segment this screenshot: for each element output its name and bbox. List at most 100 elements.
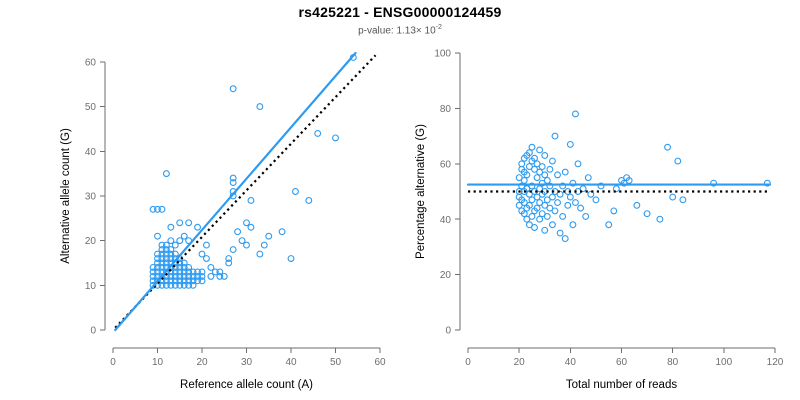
data-point	[203, 255, 210, 262]
data-point	[176, 264, 184, 271]
y-tick-label: 100	[434, 49, 451, 60]
data-point	[533, 160, 541, 168]
data-point	[710, 179, 718, 187]
data-point	[171, 250, 179, 258]
data-point	[518, 160, 526, 168]
data-point	[620, 179, 628, 187]
y-tick-label: 20	[85, 236, 97, 247]
data-point	[167, 281, 175, 289]
x-tick-label: 50	[330, 357, 342, 368]
data-point	[556, 229, 564, 237]
data-point	[543, 196, 551, 204]
data-point	[149, 264, 157, 271]
data-point	[566, 193, 574, 201]
data-point	[158, 255, 166, 262]
data-point	[229, 174, 237, 182]
data-point	[577, 204, 585, 212]
data-point	[162, 281, 170, 289]
data-point	[154, 277, 161, 285]
pvalue-text: p-value: 1.13× 10	[358, 25, 436, 37]
data-point	[528, 212, 536, 220]
data-point	[185, 277, 193, 285]
data-point	[533, 193, 541, 201]
data-point	[556, 190, 564, 198]
data-point	[314, 129, 322, 137]
data-point	[520, 199, 528, 207]
data-point	[149, 277, 157, 285]
data-point	[238, 237, 246, 245]
data-point	[625, 176, 633, 184]
data-point	[158, 250, 166, 258]
pvalue-exponent: -2	[435, 24, 442, 31]
data-point	[554, 171, 561, 179]
data-point	[546, 182, 554, 190]
x-tick-label: 120	[767, 357, 784, 368]
data-point	[572, 199, 579, 207]
data-point	[162, 255, 170, 262]
data-point	[674, 157, 682, 165]
data-point	[162, 241, 170, 249]
data-point	[185, 272, 193, 280]
y-tick-label: 40	[440, 215, 452, 226]
data-point	[528, 143, 536, 151]
pvalue-subtitle: p-value: 1.13× 10-2	[0, 24, 800, 36]
data-point	[225, 259, 233, 267]
data-point	[158, 264, 166, 271]
x-tick-label: 40	[285, 357, 297, 368]
data-point	[664, 143, 671, 151]
data-point	[584, 174, 592, 182]
data-point	[523, 171, 531, 179]
data-point	[546, 204, 554, 212]
y-axis-title: Alternative allele count (G)	[60, 128, 72, 264]
data-point	[167, 250, 175, 258]
x-axis-title: Reference allele count (A)	[180, 379, 313, 391]
data-point	[587, 190, 595, 198]
data-point	[287, 255, 295, 262]
data-point	[559, 182, 567, 190]
data-point	[551, 207, 559, 215]
data-point	[216, 272, 224, 280]
data-point	[158, 259, 166, 267]
data-point	[525, 190, 533, 198]
data-point	[194, 268, 202, 276]
data-point	[207, 264, 215, 271]
data-point	[612, 185, 620, 193]
data-point	[605, 221, 613, 229]
data-point	[569, 179, 577, 187]
y-tick-label: 60	[440, 159, 452, 170]
data-point	[171, 272, 179, 280]
data-point	[305, 196, 313, 204]
data-point	[171, 241, 179, 249]
data-point	[643, 210, 651, 218]
data-point	[185, 219, 193, 227]
data-point	[531, 165, 538, 173]
y-tick-label: 20	[440, 270, 452, 281]
y-axis-title: Percentage alternative (G)	[415, 124, 427, 259]
data-point	[523, 185, 531, 193]
data-point	[520, 176, 528, 184]
data-point	[180, 268, 188, 276]
data-point	[546, 165, 554, 173]
x-tick-label: 80	[667, 357, 679, 368]
data-point	[536, 199, 544, 207]
data-point	[592, 196, 600, 204]
data-point	[243, 219, 250, 227]
data-point	[220, 272, 228, 280]
data-point	[633, 201, 641, 209]
data-point	[531, 224, 538, 231]
data-point	[149, 205, 157, 213]
y-tick-label: 60	[85, 58, 97, 69]
data-point	[525, 221, 533, 229]
x-axis-title: Total number of reads	[566, 379, 677, 391]
data-point	[551, 132, 559, 140]
data-point	[185, 281, 193, 289]
data-point	[162, 277, 170, 285]
data-point	[154, 232, 161, 240]
data-point	[229, 246, 237, 254]
data-point	[149, 268, 157, 276]
data-point	[247, 196, 255, 204]
data-point	[194, 277, 202, 285]
data-point-group	[515, 110, 771, 243]
data-point	[525, 163, 533, 171]
data-point	[176, 281, 184, 289]
